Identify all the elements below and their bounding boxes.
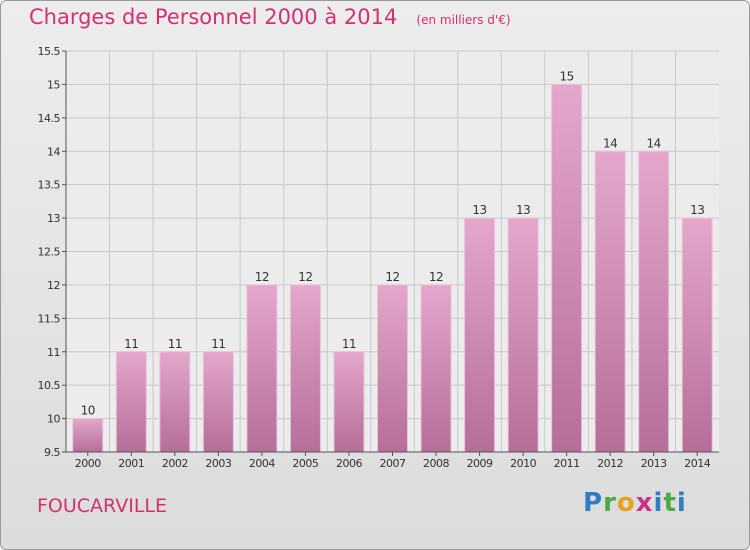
bar [246, 284, 278, 453]
data-label: 10 [81, 404, 95, 418]
bars: 10 11 11 11 12 12 11 12 12 13 13 15 14 14 13 [72, 69, 713, 453]
y-tick-label: 12 [47, 279, 60, 292]
x-tick-label: 2001 [118, 457, 144, 470]
bar [594, 150, 626, 453]
data-label: 13 [690, 203, 704, 217]
x-tick-label: 2005 [292, 457, 318, 470]
x-tick-label: 2013 [641, 457, 667, 470]
logo-letter: P [583, 488, 604, 518]
logo-letter: t [663, 488, 677, 518]
bar [507, 217, 539, 453]
bar [464, 217, 496, 453]
y-tick-label: 11 [47, 346, 60, 359]
bar [420, 284, 452, 453]
data-label: 11 [168, 337, 182, 351]
data-label: 12 [429, 270, 443, 284]
data-label: 12 [255, 270, 269, 284]
x-tick-label: 2010 [510, 457, 536, 470]
data-label: 13 [516, 203, 530, 217]
x-tick-label: 2011 [554, 457, 580, 470]
logo-letter: x [635, 488, 654, 518]
y-tick-label: 13 [47, 212, 60, 225]
y-tick-label: 12.5 [38, 246, 61, 259]
title-block: Charges de Personnel 2000 à 2014 (en mil… [29, 5, 511, 29]
proxiti-logo: Proxiti [583, 488, 687, 518]
logo-letter: o [616, 488, 636, 518]
x-tick-label: 2003 [205, 457, 231, 470]
commune-name: FOUCARVILLE [37, 495, 167, 517]
x-tick-label: 2009 [467, 457, 493, 470]
axes: 9.5 10 10.5 11 11.5 12 12.5 13 13.5 14 14.5 15 15.5 2… [38, 45, 719, 470]
x-tick-label: 2004 [249, 457, 275, 470]
data-label: 11 [211, 337, 225, 351]
x-tick-label: 2006 [336, 457, 362, 470]
x-tick-label: 2000 [75, 457, 101, 470]
y-tick-label: 15.5 [38, 45, 61, 58]
data-label: 11 [124, 337, 138, 351]
chart-subtitle: (en milliers d'€) [416, 13, 511, 27]
y-tick-label: 11.5 [38, 312, 61, 325]
bar [72, 418, 104, 453]
x-tick-label: 2008 [423, 457, 449, 470]
bar [377, 284, 408, 453]
y-tick-label: 10.5 [38, 379, 61, 392]
logo-letter: i [653, 488, 664, 518]
data-label: 12 [385, 270, 399, 284]
bar [638, 150, 670, 453]
y-tick-label: 13.5 [38, 179, 61, 192]
logo-letter: i [676, 488, 687, 518]
x-tick-label: 2012 [597, 457, 623, 470]
bar [115, 351, 147, 453]
y-tick-label: 14.5 [38, 112, 61, 125]
data-label: 14 [647, 136, 661, 150]
chart-title: Charges de Personnel 2000 à 2014 [29, 5, 398, 29]
data-label: 13 [472, 203, 486, 217]
data-label: 15 [559, 69, 573, 83]
bar [159, 351, 191, 453]
y-tick-label: 14 [47, 145, 60, 158]
y-tick-label: 10 [47, 413, 60, 426]
bar [289, 284, 321, 453]
bar [333, 351, 365, 453]
bar [202, 351, 234, 453]
y-tick-label: 9.5 [44, 446, 60, 459]
logo-letter: r [603, 488, 617, 518]
bar [681, 217, 713, 453]
data-label: 12 [298, 270, 312, 284]
data-label: 14 [603, 136, 617, 150]
x-tick-label: 2007 [380, 457, 406, 470]
data-label: 11 [342, 337, 356, 351]
x-tick-label: 2014 [684, 457, 710, 470]
y-tick-label: 15 [47, 78, 60, 91]
bar [551, 83, 583, 453]
x-tick-label: 2002 [162, 457, 188, 470]
